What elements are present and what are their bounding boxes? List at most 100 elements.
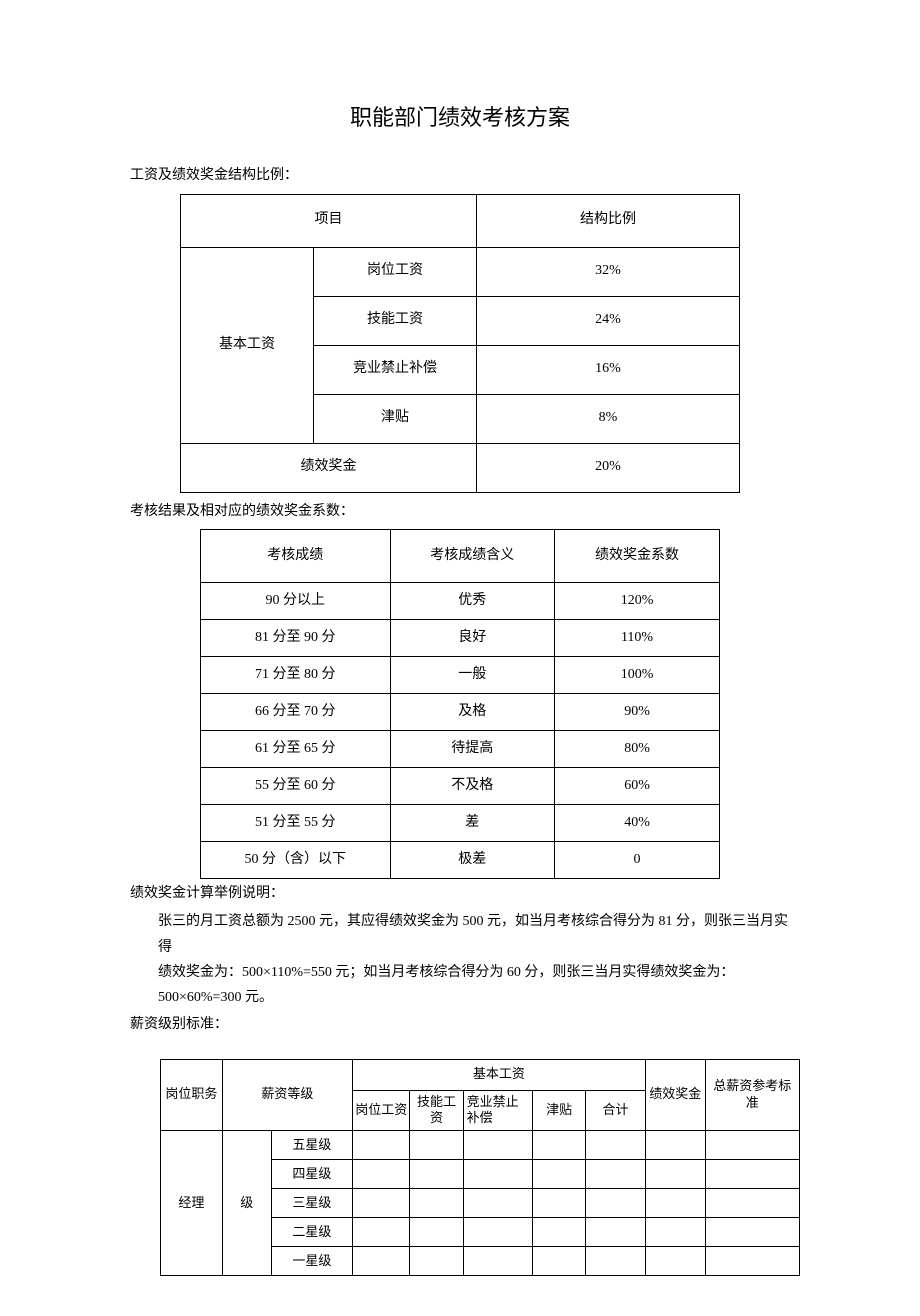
star-cell: 一星级 [271, 1247, 352, 1276]
table-row: 基本工资 岗位工资 32% [181, 247, 740, 296]
cell: 岗位工资 [314, 247, 477, 296]
cell: 66 分至 70 分 [201, 693, 391, 730]
table-row: 71 分至 80 分 一般 100% [201, 656, 720, 693]
table-row: 51 分至 55 分 差 40% [201, 804, 720, 841]
cell [463, 1131, 532, 1160]
cell: 90 分以上 [201, 582, 391, 619]
document-title: 职能部门绩效考核方案 [130, 100, 790, 135]
example-line: 绩效奖金为：500×110%=550 元；如当月考核综合得分为 60 分，则张三… [158, 965, 734, 980]
salary-structure-table: 项目 结构比例 基本工资 岗位工资 32% 技能工资 24% 竞业禁止补偿 16… [180, 194, 740, 493]
cell: 良好 [390, 619, 554, 656]
table-row: 绩效奖金 20% [181, 443, 740, 492]
section-heading-coefficient: 考核结果及相对应的绩效奖金系数： [130, 501, 790, 523]
cell: 51 分至 55 分 [201, 804, 391, 841]
col-header-subtotal: 合计 [586, 1090, 646, 1131]
cell: 80% [555, 730, 720, 767]
col-header-ratio: 结构比例 [477, 194, 740, 247]
cell [705, 1189, 799, 1218]
cell: 一般 [390, 656, 554, 693]
table-row: 66 分至 70 分 及格 90% [201, 693, 720, 730]
example-line: 张三的月工资总额为 2500 元，其应得绩效奖金为 500 元，如当月考核综合得… [158, 914, 788, 954]
cell [645, 1131, 705, 1160]
col-header-coef: 绩效奖金系数 [555, 529, 720, 582]
cell [410, 1131, 463, 1160]
cell [705, 1131, 799, 1160]
cell: 55 分至 60 分 [201, 767, 391, 804]
table-row: 55 分至 60 分 不及格 60% [201, 767, 720, 804]
table-row: 50 分（含）以下 极差 0 [201, 841, 720, 878]
cell: 津贴 [314, 394, 477, 443]
star-cell: 二星级 [271, 1218, 352, 1247]
cell: 待提高 [390, 730, 554, 767]
table-row: 考核成绩 考核成绩含义 绩效奖金系数 [201, 529, 720, 582]
cell: 差 [390, 804, 554, 841]
salary-level-table: 岗位职务 薪资等级 基本工资 绩效奖金 总薪资参考标准 岗位工资 技能工资 竞业… [160, 1059, 800, 1277]
cell [533, 1160, 586, 1189]
cell: 8% [477, 394, 740, 443]
cell: 及格 [390, 693, 554, 730]
cell: 61 分至 65 分 [201, 730, 391, 767]
col-header-grade: 薪资等级 [222, 1059, 352, 1131]
cell: 技能工资 [314, 296, 477, 345]
cell [533, 1247, 586, 1276]
col-header-allowance: 津贴 [533, 1090, 586, 1131]
cell [353, 1131, 410, 1160]
position-cell: 经理 [161, 1131, 223, 1276]
cell: 40% [555, 804, 720, 841]
cell: 优秀 [390, 582, 554, 619]
section-heading-salary-level: 薪资级别标准： [130, 1014, 790, 1036]
cell [533, 1189, 586, 1218]
col-header-bonus: 绩效奖金 [645, 1059, 705, 1131]
col-header-skill-wage: 技能工资 [410, 1090, 463, 1131]
cell [533, 1131, 586, 1160]
col-header-project: 项目 [181, 194, 477, 247]
table-row: 90 分以上 优秀 120% [201, 582, 720, 619]
cell [645, 1218, 705, 1247]
col-header-base-group: 基本工资 [353, 1059, 646, 1090]
cell: 100% [555, 656, 720, 693]
cell [410, 1247, 463, 1276]
cell: 60% [555, 767, 720, 804]
cell [410, 1189, 463, 1218]
cell [645, 1247, 705, 1276]
star-cell: 四星级 [271, 1160, 352, 1189]
cell [410, 1160, 463, 1189]
spacer [130, 1043, 790, 1059]
base-salary-label: 基本工资 [181, 247, 314, 443]
cell [705, 1247, 799, 1276]
col-header-noncompete: 竞业禁止补偿 [463, 1090, 532, 1131]
cell: 竞业禁止补偿 [314, 345, 477, 394]
cell: 90% [555, 693, 720, 730]
table-row: 项目 结构比例 [181, 194, 740, 247]
cell: 120% [555, 582, 720, 619]
bonus-coefficient-table: 考核成绩 考核成绩含义 绩效奖金系数 90 分以上 优秀 120% 81 分至 … [200, 529, 720, 879]
cell: 不及格 [390, 767, 554, 804]
cell: 极差 [390, 841, 554, 878]
example-line: 500×60%=300 元。 [158, 990, 273, 1005]
example-heading: 绩效奖金计算举例说明： [130, 883, 790, 905]
cell: 32% [477, 247, 740, 296]
star-cell: 三星级 [271, 1189, 352, 1218]
cell: 71 分至 80 分 [201, 656, 391, 693]
section-heading-structure: 工资及绩效奖金结构比例： [130, 165, 790, 187]
cell: 50 分（含）以下 [201, 841, 391, 878]
cell [645, 1160, 705, 1189]
table-row: 经理 级 五星级 [161, 1131, 800, 1160]
col-header-score: 考核成绩 [201, 529, 391, 582]
cell [586, 1131, 646, 1160]
cell [586, 1218, 646, 1247]
cell [533, 1218, 586, 1247]
col-header-position: 岗位职务 [161, 1059, 223, 1131]
star-cell: 五星级 [271, 1131, 352, 1160]
cell [586, 1160, 646, 1189]
cell: 20% [477, 443, 740, 492]
cell: 16% [477, 345, 740, 394]
example-body: 张三的月工资总额为 2500 元，其应得绩效奖金为 500 元，如当月考核综合得… [158, 909, 790, 1010]
bonus-label: 绩效奖金 [181, 443, 477, 492]
cell: 81 分至 90 分 [201, 619, 391, 656]
grade-group-cell: 级 [222, 1131, 271, 1276]
cell [586, 1189, 646, 1218]
cell [705, 1160, 799, 1189]
cell [353, 1160, 410, 1189]
cell [463, 1160, 532, 1189]
